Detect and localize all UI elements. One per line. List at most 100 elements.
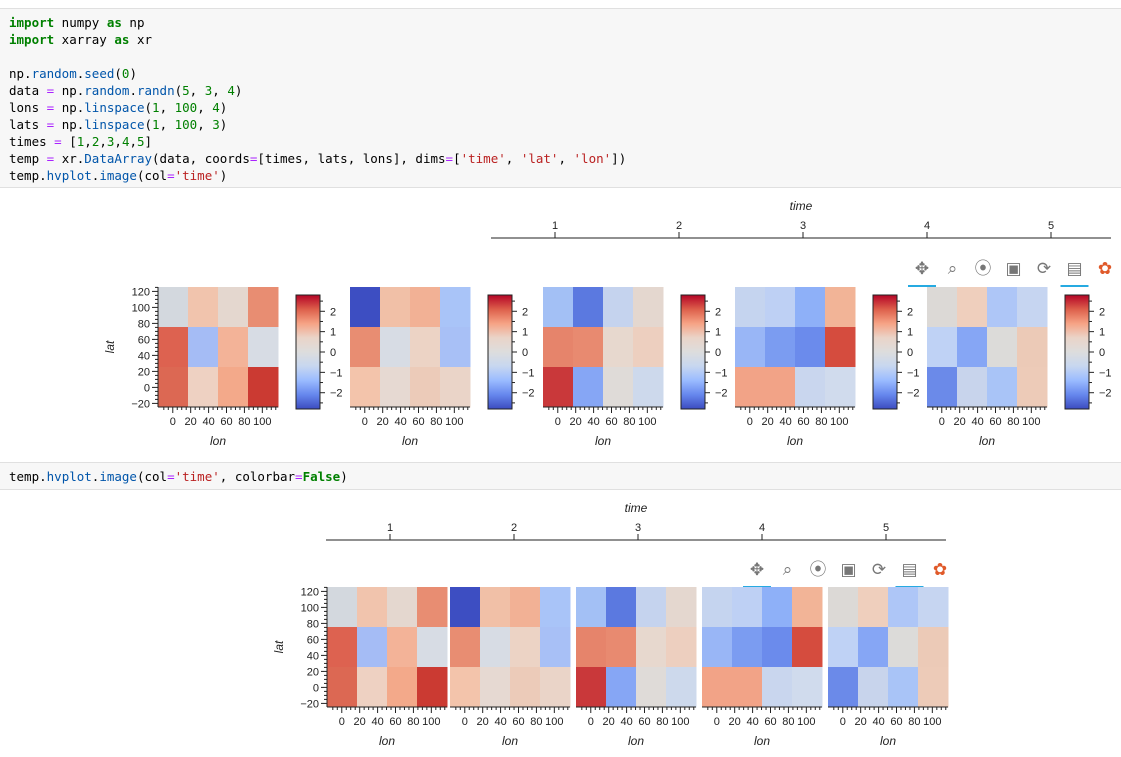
save-icon[interactable]: ▣ bbox=[1005, 259, 1021, 279]
y-axis-label: lat bbox=[272, 640, 286, 653]
x-axis-label: lon bbox=[979, 434, 995, 448]
heatmap-cell bbox=[888, 667, 919, 708]
code-token: [times, lats, lons], dims bbox=[257, 151, 446, 166]
code-token: np bbox=[121, 15, 145, 30]
heatmap-cell bbox=[666, 587, 697, 628]
heatmap-cell bbox=[987, 367, 1018, 408]
code-token: xr. bbox=[54, 151, 85, 166]
y-tick-label: 120 bbox=[301, 586, 319, 598]
code-token: numpy bbox=[54, 15, 107, 30]
reset-icon[interactable]: ⟳ bbox=[1037, 259, 1051, 279]
x-tick-label: 80 bbox=[908, 716, 920, 728]
code-token: hvplot bbox=[46, 168, 92, 183]
x-tick-label: 0 bbox=[840, 716, 846, 728]
code-cell-1[interactable]: import numpy as np import xarray as xr n… bbox=[0, 8, 1121, 188]
output-1: time 1 2 3 4 5 ✥ ⌕ ⦿ ▣ ⟳ ▤ ✿ 0 20 40 60 80 100 lon 120 100 80 6… bbox=[0, 190, 1121, 455]
code-token: ) bbox=[219, 117, 228, 132]
save-icon[interactable]: ▣ bbox=[840, 560, 856, 580]
heatmap-cell bbox=[825, 367, 856, 408]
code-token: ) bbox=[219, 168, 228, 183]
code-token: temp. bbox=[9, 168, 47, 183]
code-token: ( bbox=[144, 117, 153, 132]
x-axis-label: lon bbox=[595, 434, 611, 448]
heatmap-cell bbox=[510, 587, 541, 628]
x-axis-label: lon bbox=[210, 434, 226, 448]
heatmap-cell bbox=[440, 327, 471, 368]
heatmap-cell bbox=[357, 627, 388, 668]
code-token: np. bbox=[9, 66, 32, 81]
heatmap-cell bbox=[636, 587, 667, 628]
heatmap-cell bbox=[702, 667, 733, 708]
heatmap-cell bbox=[606, 627, 637, 668]
heatmap-cell bbox=[357, 667, 388, 708]
x-tick-label: 100 bbox=[638, 416, 656, 428]
slider-tick-label: 3 bbox=[800, 220, 806, 232]
heatmap-cell bbox=[927, 367, 958, 408]
heatmap-cell bbox=[510, 667, 541, 708]
x-tick-label: 100 bbox=[422, 716, 440, 728]
heatmap-cell bbox=[248, 367, 279, 408]
slider-tick-label: 3 bbox=[635, 522, 641, 534]
heatmap-cell bbox=[218, 287, 249, 328]
code-token: = bbox=[295, 469, 303, 484]
slider-title: time bbox=[790, 199, 813, 213]
hover-icon[interactable]: ▤ bbox=[1066, 259, 1082, 279]
code-token: , bbox=[505, 151, 521, 166]
code-token: = bbox=[167, 168, 175, 183]
code-token: ) bbox=[129, 66, 137, 81]
code-editor-2[interactable]: temp.hvplot.image(col='time', colorbar=F… bbox=[0, 463, 1121, 490]
heatmap-cell bbox=[218, 367, 249, 408]
heatmap-cell bbox=[410, 367, 441, 408]
bokeh-logo-icon[interactable]: ✿ bbox=[1098, 259, 1112, 279]
x-tick-label: 40 bbox=[971, 416, 983, 428]
x-tick-label: 0 bbox=[939, 416, 945, 428]
hover-icon[interactable]: ▤ bbox=[901, 560, 917, 580]
code-token: . bbox=[91, 469, 100, 484]
code-token: import bbox=[9, 32, 55, 47]
code-cell-2[interactable]: temp.hvplot.image(col='time', colorbar=F… bbox=[0, 462, 1121, 490]
pan-icon[interactable]: ✥ bbox=[750, 560, 764, 580]
colorbar-tick-label: 0 bbox=[715, 347, 721, 359]
heatmap-cell bbox=[918, 667, 949, 708]
pan-icon[interactable]: ✥ bbox=[915, 259, 929, 279]
reset-icon[interactable]: ⟳ bbox=[872, 560, 886, 580]
bokeh-logo-icon[interactable]: ✿ bbox=[933, 560, 947, 580]
heatmap-cell bbox=[825, 327, 856, 368]
colorbar bbox=[680, 294, 706, 410]
heatmap-cell bbox=[987, 287, 1018, 328]
wheel-zoom-icon[interactable]: ⦿ bbox=[975, 259, 992, 279]
heatmap-cell bbox=[858, 627, 889, 668]
x-tick-label: 80 bbox=[656, 716, 668, 728]
colorbar-tick-label: 1 bbox=[715, 327, 721, 339]
code-token: np. bbox=[54, 100, 85, 115]
heatmap-cell bbox=[380, 287, 411, 328]
x-axis-label: lon bbox=[754, 734, 770, 748]
slider-tick-label: 1 bbox=[387, 522, 393, 534]
box-zoom-icon[interactable]: ⌕ bbox=[783, 560, 793, 580]
code-token: 100 bbox=[174, 117, 198, 132]
colorbar-tick-label: −1 bbox=[1099, 367, 1112, 379]
x-tick-label: 60 bbox=[220, 416, 232, 428]
code-token: 3 bbox=[106, 134, 115, 149]
box-zoom-icon[interactable]: ⌕ bbox=[948, 259, 958, 279]
y-tick-label: 0 bbox=[144, 382, 150, 394]
code-token: xarray bbox=[54, 32, 115, 47]
y-tick-label: 60 bbox=[138, 334, 150, 346]
code-token: 2 bbox=[91, 134, 100, 149]
wheel-zoom-icon[interactable]: ⦿ bbox=[810, 560, 827, 580]
code-editor-1[interactable]: import numpy as np import xarray as xr n… bbox=[0, 9, 1121, 189]
x-axis-label: lon bbox=[880, 734, 896, 748]
code-token: ) bbox=[234, 83, 243, 98]
heatmap-cell bbox=[248, 327, 279, 368]
x-tick-label: 80 bbox=[815, 416, 827, 428]
code-token: 'lon' bbox=[573, 151, 612, 166]
x-tick-label: 60 bbox=[764, 716, 776, 728]
y-tick-label: 40 bbox=[138, 350, 150, 362]
code-token: import bbox=[9, 15, 55, 30]
heatmap-cell bbox=[702, 627, 733, 668]
x-tick-label: 40 bbox=[587, 416, 599, 428]
y-tick-label: 20 bbox=[138, 366, 150, 378]
code-token: [ bbox=[453, 151, 461, 166]
code-token: = bbox=[46, 151, 55, 166]
colorbar bbox=[295, 294, 321, 410]
